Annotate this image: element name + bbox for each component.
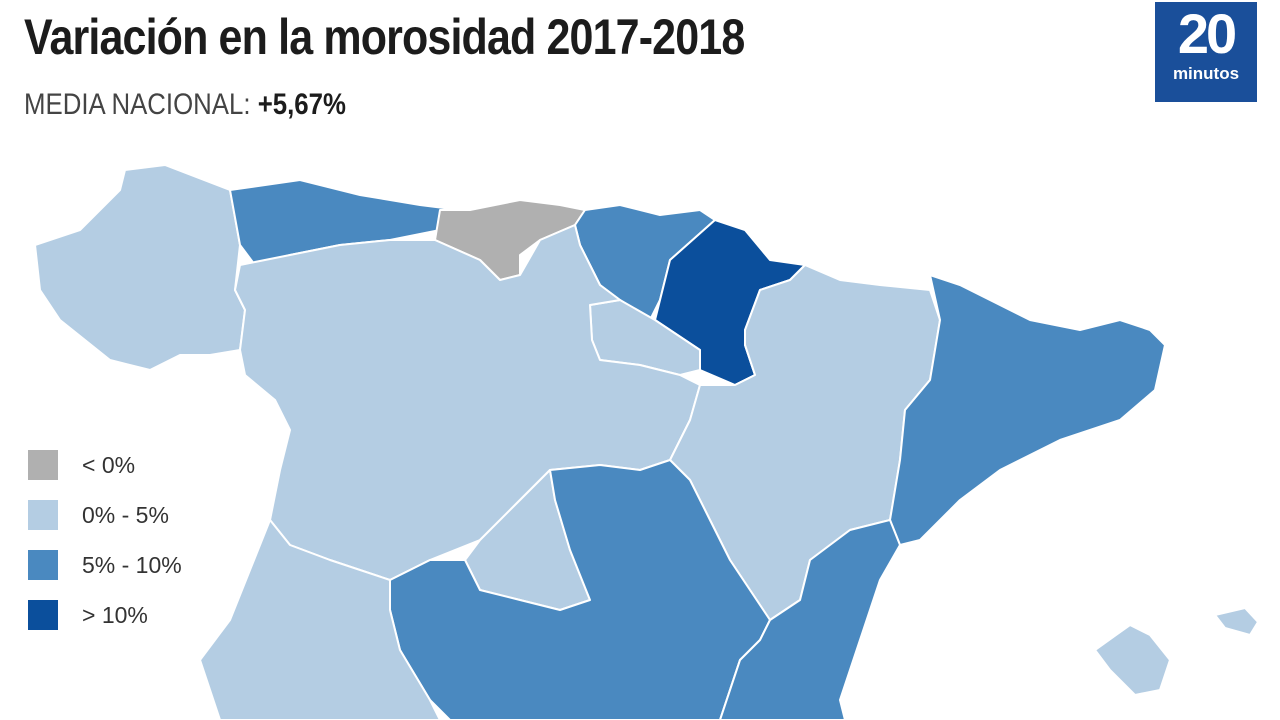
legend-swatch (28, 450, 58, 480)
region-castilla-la-mancha: Castilla-La Mancha (389, 459, 771, 720)
legend-item: 0% - 5% (28, 490, 182, 540)
legend-item: < 0% (28, 440, 182, 490)
legend-swatch (28, 600, 58, 630)
legend-label: 0% - 5% (82, 501, 169, 528)
legend-swatch (28, 500, 58, 530)
region-valencia: Comunidad Valenciana (719, 519, 901, 720)
region-baleares: Baleares (1094, 607, 1259, 696)
region-galicia: Galicia (34, 164, 246, 371)
island-menorca (1214, 607, 1259, 636)
national-average: MEDIA NACIONAL: +5,67% (24, 88, 346, 122)
national-average-label: MEDIA NACIONAL: (24, 88, 251, 121)
legend-swatch (28, 550, 58, 580)
region-cataluna: Cataluña (889, 274, 1166, 546)
legend-item: > 10% (28, 590, 182, 640)
region-extremadura: Extremadura (199, 519, 441, 720)
map-title: Variación en la morosidad 2017-2018 (24, 9, 745, 65)
national-average-value: +5,67% (257, 88, 346, 121)
legend-item: 5% - 10% (28, 540, 182, 590)
legend: < 0% 0% - 5% 5% - 10% > 10% (28, 440, 182, 640)
island-mallorca (1094, 624, 1171, 696)
logo-number: 20 (1177, 2, 1237, 65)
legend-label: 5% - 10% (82, 551, 182, 578)
legend-label: < 0% (82, 451, 136, 478)
20minutos-logo: 20 minutos (1155, 2, 1257, 102)
logo-word: minutos (1172, 64, 1240, 83)
legend-label: > 10% (82, 601, 148, 628)
